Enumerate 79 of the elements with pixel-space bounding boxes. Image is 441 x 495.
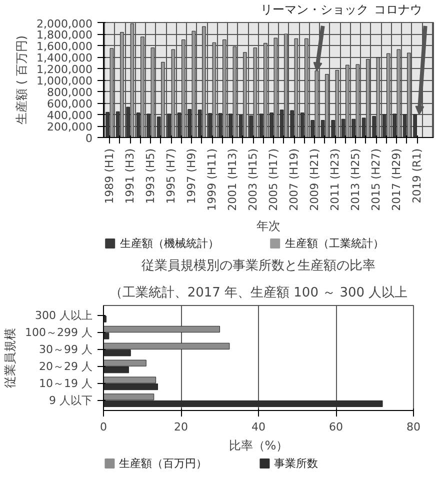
x-tick-label: 1989 (H1)	[103, 148, 116, 204]
x-tick-label: 2013 (H25)	[349, 148, 362, 211]
bar	[366, 59, 370, 138]
bar	[274, 38, 278, 138]
annotation: コロナウ	[374, 2, 422, 17]
bar	[284, 34, 288, 138]
x-tick-label: 2015 (H27)	[370, 148, 383, 211]
x-tick-label: 2019 (R1)	[410, 148, 424, 204]
y-tick-label: 9 人以下	[49, 394, 93, 407]
y-tick-label: 1,200,000	[36, 63, 92, 76]
x-tick-label: 2011 (H23)	[328, 148, 342, 211]
x-tick-label: 80	[406, 420, 420, 434]
bar	[304, 38, 308, 138]
x-tick-label: 60	[329, 420, 343, 434]
annotation: リーマン・ショック	[260, 2, 369, 17]
legend-label: 生産額（機械統計）	[120, 237, 219, 250]
y-tick-label: 1,400,000	[36, 52, 92, 64]
bar	[161, 62, 165, 138]
bar	[407, 52, 411, 138]
y-tick-label: 2,000,000	[36, 18, 92, 30]
bar	[325, 74, 329, 138]
x-tick-label: 1997 (H9)	[185, 148, 198, 204]
bar	[396, 49, 401, 138]
y-tick-label: 1,600,000	[36, 40, 92, 53]
x-tick-label: 2007 (H19)	[288, 148, 301, 211]
bar	[182, 40, 186, 138]
y-tick-label: 300 人以上	[35, 309, 93, 322]
y-tick-label: 600,000	[47, 98, 93, 110]
bar	[232, 46, 237, 138]
bar	[202, 26, 206, 138]
y-tick-label: 400,000	[47, 109, 93, 122]
y-tick-label: 100～299 人	[25, 326, 93, 340]
y-tick-label: 10～19 人	[39, 376, 93, 390]
y-tick-label: 1,000,000	[36, 74, 92, 88]
bar	[386, 53, 390, 138]
x-axis-title: 比率（%）	[228, 438, 288, 452]
y-tick-label: 20～29 人	[39, 360, 93, 373]
bar	[150, 48, 155, 138]
y-tick-label: 800,000	[47, 86, 93, 99]
bar	[140, 36, 144, 138]
x-axis-title: 年次	[256, 218, 280, 233]
x-tick-label: 1991 (H3)	[124, 148, 137, 204]
bar	[376, 57, 380, 138]
x-tick-label: 0	[100, 420, 107, 434]
bar	[212, 42, 216, 138]
x-tick-label: 1995 (H7)	[164, 148, 178, 204]
x-tick-label: 20	[174, 420, 188, 434]
y-tick-label: 200,000	[47, 120, 93, 134]
y-tick-label: 30～99 人	[39, 343, 93, 356]
bar	[253, 48, 258, 138]
bar	[346, 64, 350, 138]
legend-label: 生産額（工業統計）	[285, 237, 384, 250]
bar	[356, 64, 360, 138]
bar	[171, 49, 176, 138]
bar	[264, 42, 268, 138]
x-tick-label: 2003 (H15)	[246, 148, 260, 211]
x-tick-label: 2017 (H29)	[390, 148, 404, 211]
legend-label: 事業所数	[274, 457, 318, 470]
bar	[120, 32, 124, 138]
x-tick-label: 1993 (H5)	[144, 148, 158, 204]
bar	[335, 70, 340, 138]
legend-label: 生産額（百万円）	[119, 457, 207, 470]
chart-title: 従業員規模別の事業所数と生産額の比率	[142, 258, 376, 274]
y-axis-title: 生産額 ( 百万円)	[14, 35, 29, 124]
x-tick-label: 1999 (H11)	[206, 148, 219, 211]
bar	[294, 38, 298, 138]
y-axis-title: 従業員規模	[3, 328, 18, 388]
bar	[222, 40, 226, 138]
chart-subtitle: （工業統計、2017 年、生産額 100 ～ 300 人以上	[109, 284, 408, 300]
y-tick-label: 1,800,000	[36, 28, 92, 42]
x-tick-label: 2005 (H17)	[267, 148, 280, 211]
x-tick-label: 40	[252, 420, 266, 434]
bar	[110, 48, 114, 138]
x-tick-label: 2009 (H21)	[308, 148, 322, 211]
bar	[243, 52, 247, 138]
x-tick-label: 2001 (H13)	[226, 148, 240, 211]
bar	[130, 23, 134, 138]
bar	[192, 30, 196, 138]
y-tick-label: 0	[86, 132, 92, 145]
